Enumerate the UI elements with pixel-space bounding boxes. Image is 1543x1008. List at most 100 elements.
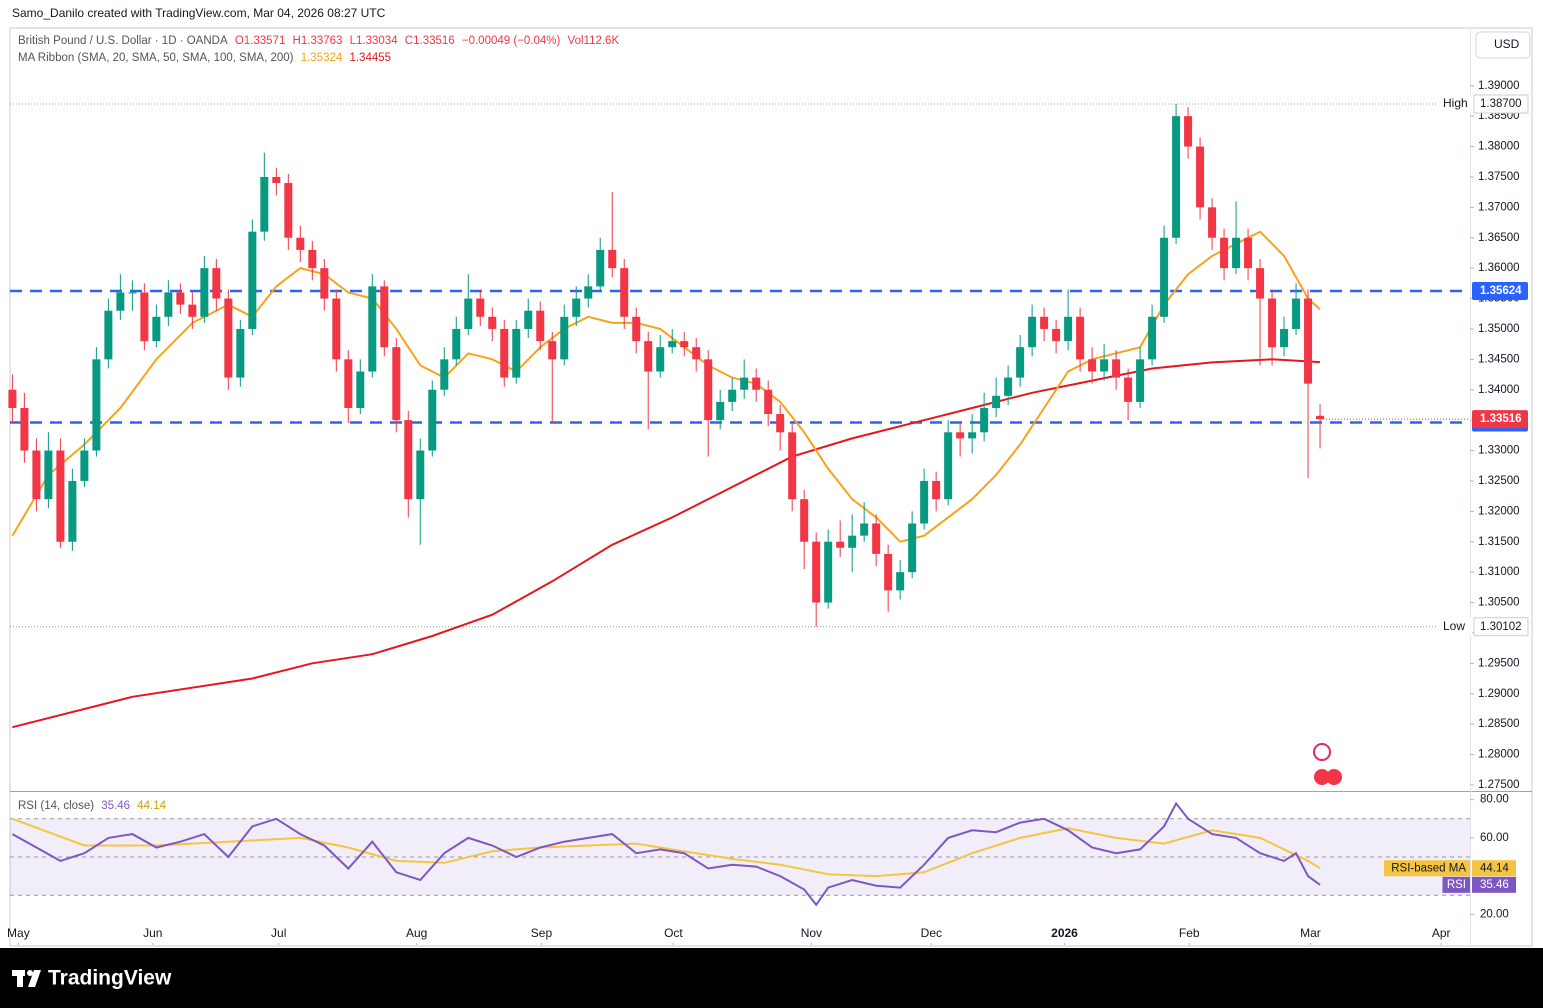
ma-line (12, 358, 1321, 729)
currency: USD (1494, 37, 1520, 51)
candle-body (1292, 298, 1301, 329)
rsi-title: RSI (14, close) (18, 800, 95, 812)
candle-body (656, 347, 665, 372)
candle-body (1244, 237, 1253, 269)
candle-body (620, 268, 629, 317)
candle-body (944, 432, 953, 500)
candle-body (1184, 116, 1193, 147)
y-tick-label: 1.34000 (1478, 384, 1520, 396)
candle-body (32, 450, 41, 500)
candle-body (248, 231, 257, 329)
rsi-tick-label: 60.00 (1480, 832, 1509, 844)
candle-body (764, 389, 773, 415)
candle-body (1028, 316, 1037, 348)
y-tick-label: 1.37500 (1478, 171, 1520, 183)
candle-body (848, 535, 857, 548)
symbol: British Pound / U.S. Dollar · 1D · OANDA (18, 35, 228, 47)
candle-body (980, 407, 989, 433)
flag-icon (1326, 769, 1342, 785)
candle-body (644, 341, 653, 372)
logo-part (17, 970, 23, 987)
y-tick-label: 1.37000 (1478, 201, 1520, 213)
event-icon (1313, 743, 1331, 761)
extreme-tag (1473, 617, 1529, 637)
candle-body (224, 298, 233, 378)
y-tick-label: 1.29000 (1478, 688, 1520, 700)
candle-body (884, 553, 893, 591)
y-tick-label: 1.38000 (1478, 141, 1520, 153)
chart-frame (9, 27, 1533, 947)
rsi-value-tag (1472, 876, 1516, 893)
extreme-tag (1473, 94, 1529, 114)
candle-body (1160, 237, 1169, 317)
extreme-label: 1.30102 (1480, 621, 1522, 633)
rsi-value: 35.46 (101, 800, 131, 812)
candle-body (752, 377, 761, 390)
candle-body (332, 298, 341, 360)
candle-body (1220, 237, 1229, 269)
x-tick-label: May (7, 926, 30, 940)
candle-body (164, 292, 173, 317)
ma-title: MA Ribbon (SMA, 20, SMA, 50, SMA, 100, S… (18, 52, 294, 64)
rsi-line (11, 801, 1321, 907)
x-tick-label: 2026 (1051, 926, 1078, 940)
candle-body (92, 359, 101, 451)
candle-body (1088, 359, 1097, 372)
plot: 1.275001.280001.285001.290001.295001.300… (7, 80, 1529, 945)
x-tick-label: Mar (1300, 926, 1321, 940)
y-tick-label: 1.35000 (1478, 323, 1520, 335)
extreme-name-bg (1438, 94, 1472, 113)
candle-body (692, 347, 701, 360)
logo-part (28, 970, 41, 987)
candle-body (548, 341, 557, 360)
y-tick-label: 1.31000 (1478, 566, 1520, 578)
candle-body (776, 414, 785, 433)
x-tick-label: Oct (664, 926, 683, 940)
candle-body (1316, 415, 1325, 420)
candle-body (1100, 359, 1109, 372)
candle-body (404, 420, 413, 500)
rsi-value-label: 44.14 (1480, 862, 1509, 874)
rsi-name: RSI (1447, 879, 1466, 891)
legend-line: British Pound / U.S. Dollar · 1D · OANDA… (18, 35, 623, 47)
flag-icon (1314, 769, 1330, 785)
rsi-name-tag (1384, 860, 1470, 877)
candle-body (1268, 298, 1277, 348)
candle-body (80, 450, 89, 481)
candle-body (1208, 207, 1217, 238)
candle-body (728, 389, 737, 402)
candle-body (1004, 377, 1013, 396)
candle-body (680, 341, 689, 348)
candle-body (1040, 316, 1049, 329)
candle-body (296, 237, 305, 250)
rsi-value-tag (1472, 860, 1516, 877)
candle-body (836, 541, 845, 548)
candle-body (1172, 116, 1181, 238)
candle-body (392, 347, 401, 421)
candle-body (740, 377, 749, 390)
rsi-tick-label: 20.00 (1480, 908, 1509, 920)
candle-body (236, 328, 245, 378)
extreme-label: 1.38700 (1480, 98, 1522, 110)
rsi-name-tag (1442, 876, 1470, 893)
currency-button[interactable] (1475, 31, 1531, 59)
volume: Vol112.6K (567, 35, 620, 47)
candle-body (632, 316, 641, 342)
candle-body (188, 304, 197, 317)
candle-body (56, 450, 65, 542)
candle-body (1064, 316, 1073, 342)
logo-part (27, 970, 33, 976)
y-tick-label: 1.36500 (1478, 232, 1520, 244)
y-tick-label: 1.36000 (1478, 262, 1520, 274)
candle-body (596, 249, 605, 287)
y-tick-label: 1.28000 (1478, 749, 1520, 761)
y-tick-label: 1.28500 (1478, 718, 1520, 730)
candle-body (452, 328, 461, 360)
candle-body (284, 183, 293, 238)
candle-body (1112, 359, 1121, 378)
candle-body (68, 480, 77, 542)
candle-body (1052, 328, 1061, 342)
candle-body (824, 541, 833, 603)
ohlc: O1.33571 (234, 35, 286, 47)
x-tick-label: Nov (801, 926, 822, 940)
